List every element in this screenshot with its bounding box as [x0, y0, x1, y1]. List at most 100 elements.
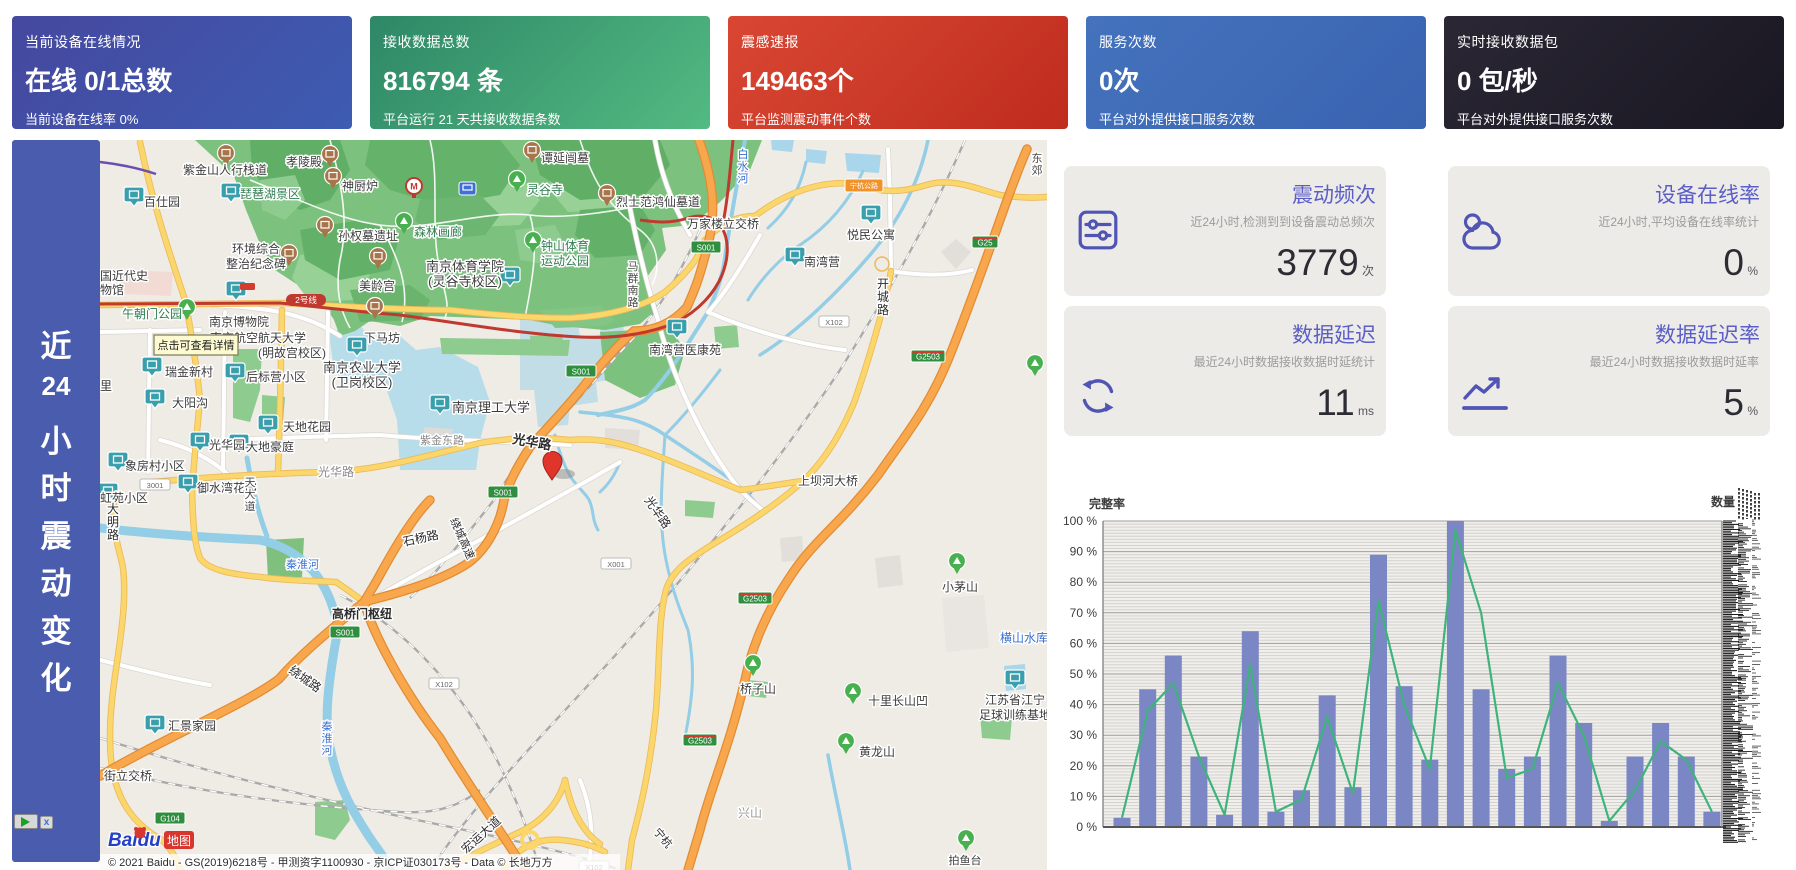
svg-text:秦: 秦: [322, 719, 333, 733]
svg-text:东: 东: [1032, 152, 1043, 165]
svg-text:物馆: 物馆: [100, 282, 124, 297]
svg-text:G2503: G2503: [688, 737, 713, 746]
svg-text:60 %: 60 %: [1070, 636, 1098, 650]
svg-text:下马坊: 下马坊: [364, 330, 400, 345]
svg-text:3001: 3001: [147, 481, 164, 490]
svg-text:紫金东路: 紫金东路: [420, 433, 464, 447]
svg-text:30 %: 30 %: [1070, 728, 1098, 742]
svg-text:灵谷寺: 灵谷寺: [527, 183, 563, 197]
svg-text:S001: S001: [494, 489, 513, 498]
svg-text:光华路: 光华路: [318, 464, 354, 479]
svg-text:50 %: 50 %: [1070, 667, 1098, 681]
svg-text:郊: 郊: [1032, 164, 1043, 177]
svg-text:南京博物院: 南京博物院: [209, 314, 269, 329]
svg-text:秦淮河: 秦淮河: [286, 557, 319, 571]
svg-text:80 %: 80 %: [1070, 575, 1098, 589]
svg-text:南湾营医康苑: 南湾营医康苑: [649, 342, 721, 357]
svg-text:群: 群: [628, 271, 639, 285]
svg-text:城: 城: [877, 290, 889, 304]
svg-text:南京体育学院: 南京体育学院: [426, 259, 504, 274]
svg-text:瑞金新村: 瑞金新村: [165, 364, 213, 379]
svg-text:国近代史: 国近代史: [100, 269, 148, 283]
svg-text:M: M: [410, 182, 418, 192]
svg-text:白: 白: [738, 147, 749, 161]
svg-text:上坝河大桥: 上坝河大桥: [798, 474, 858, 488]
svg-text:S001: S001: [572, 368, 591, 377]
svg-text:G104: G104: [160, 815, 180, 824]
svg-text:0 %: 0 %: [1076, 820, 1097, 834]
svg-text:X001: X001: [607, 560, 625, 569]
svg-text:南京理工大学: 南京理工大学: [452, 400, 530, 415]
svg-text:十里长山凹: 十里长山凹: [868, 694, 928, 708]
svg-text:大阳沟: 大阳沟: [172, 396, 208, 410]
svg-text:马: 马: [628, 260, 639, 273]
svg-text:南: 南: [628, 284, 639, 297]
svg-text:大: 大: [245, 487, 256, 501]
svg-text:黄龙山: 黄龙山: [859, 745, 895, 759]
svg-text:(灵谷寺校区): (灵谷寺校区): [428, 274, 502, 289]
svg-text:S001: S001: [336, 629, 355, 638]
svg-text:天: 天: [245, 477, 256, 489]
svg-text:淮: 淮: [322, 732, 333, 745]
svg-text:里: 里: [100, 379, 112, 393]
svg-text:汇景家园: 汇景家园: [168, 718, 216, 733]
svg-text:90 %: 90 %: [1070, 545, 1098, 559]
svg-text:兴山: 兴山: [738, 806, 762, 820]
svg-text:大地豪庭: 大地豪庭: [246, 439, 294, 454]
svg-text:万家楼立交桥: 万家楼立交桥: [687, 216, 759, 231]
svg-text:百仕园: 百仕园: [144, 195, 180, 209]
svg-text:© 2021 Baidu - GS(2019)6218号 -: © 2021 Baidu - GS(2019)6218号 - 甲测资字11009…: [108, 855, 553, 869]
svg-text:象房村小区: 象房村小区: [125, 458, 185, 473]
svg-text:小茅山: 小茅山: [942, 580, 978, 594]
svg-text:河: 河: [322, 744, 333, 757]
svg-text:孝陵殿: 孝陵殿: [286, 155, 322, 169]
svg-text:20 %: 20 %: [1070, 759, 1098, 773]
svg-text:G2503: G2503: [916, 353, 941, 362]
svg-text:光华园: 光华园: [209, 438, 245, 452]
svg-text:足球训练基地: 足球训练基地: [979, 707, 1047, 722]
svg-text:街立交桥: 街立交桥: [104, 768, 152, 783]
svg-text:S001: S001: [697, 244, 716, 253]
svg-text:紫金山人行栈道: 紫金山人行栈道: [183, 162, 267, 177]
svg-text:午朝门公园: 午朝门公园: [122, 306, 182, 321]
svg-text:高桥门枢纽: 高桥门枢纽: [332, 606, 392, 621]
svg-text:完整率: 完整率: [1089, 496, 1125, 511]
svg-text:谭延闿墓: 谭延闿墓: [541, 151, 589, 165]
svg-text:悦民公寓: 悦民公寓: [847, 227, 895, 242]
svg-text:桥子山: 桥子山: [740, 682, 776, 696]
svg-text:孙权墓遗址: 孙权墓遗址: [338, 229, 398, 243]
svg-text:开: 开: [877, 277, 889, 291]
svg-text:路: 路: [628, 296, 639, 309]
svg-text:运动公园: 运动公园: [541, 254, 589, 268]
svg-text:(卫岗校区): (卫岗校区): [332, 375, 393, 390]
svg-text:G2503: G2503: [743, 595, 768, 604]
svg-text:大: 大: [107, 502, 119, 516]
svg-text:神厨炉: 神厨炉: [342, 179, 378, 193]
svg-text:虹苑小区: 虹苑小区: [100, 491, 148, 505]
svg-text:美龄宫: 美龄宫: [359, 278, 395, 293]
svg-text:70 %: 70 %: [1070, 606, 1098, 620]
svg-text:X102: X102: [435, 680, 453, 689]
svg-text:水: 水: [738, 160, 749, 173]
svg-text:宁杭公路: 宁杭公路: [850, 181, 878, 190]
svg-text:环境综合: 环境综合: [232, 241, 280, 256]
svg-text:烈士范鸿仙墓道: 烈士范鸿仙墓道: [616, 195, 700, 209]
svg-text:40 %: 40 %: [1070, 698, 1098, 712]
svg-text:(明故宫校区): (明故宫校区): [258, 345, 326, 360]
svg-text:X102: X102: [825, 318, 843, 327]
svg-text:南京农业大学: 南京农业大学: [323, 360, 401, 375]
svg-text:点击可查看详情: 点击可查看详情: [158, 338, 235, 352]
svg-text:整治纪念碑: 整治纪念碑: [226, 256, 286, 271]
svg-text:数量: 数量: [1711, 494, 1735, 509]
svg-text:森林画廊: 森林画廊: [414, 224, 462, 239]
svg-text:Baidu: Baidu: [108, 830, 161, 851]
svg-text:南湾营: 南湾营: [804, 254, 840, 269]
svg-text:后标营小区: 后标营小区: [246, 370, 306, 384]
svg-text:G25: G25: [977, 239, 993, 248]
svg-text:路: 路: [877, 302, 889, 317]
svg-text:横山水库: 横山水库: [1000, 630, 1047, 645]
svg-text:路: 路: [107, 527, 119, 542]
svg-text:2号线: 2号线: [295, 295, 317, 305]
svg-text:御水湾花园: 御水湾花园: [197, 480, 257, 495]
svg-text:河: 河: [738, 172, 749, 185]
